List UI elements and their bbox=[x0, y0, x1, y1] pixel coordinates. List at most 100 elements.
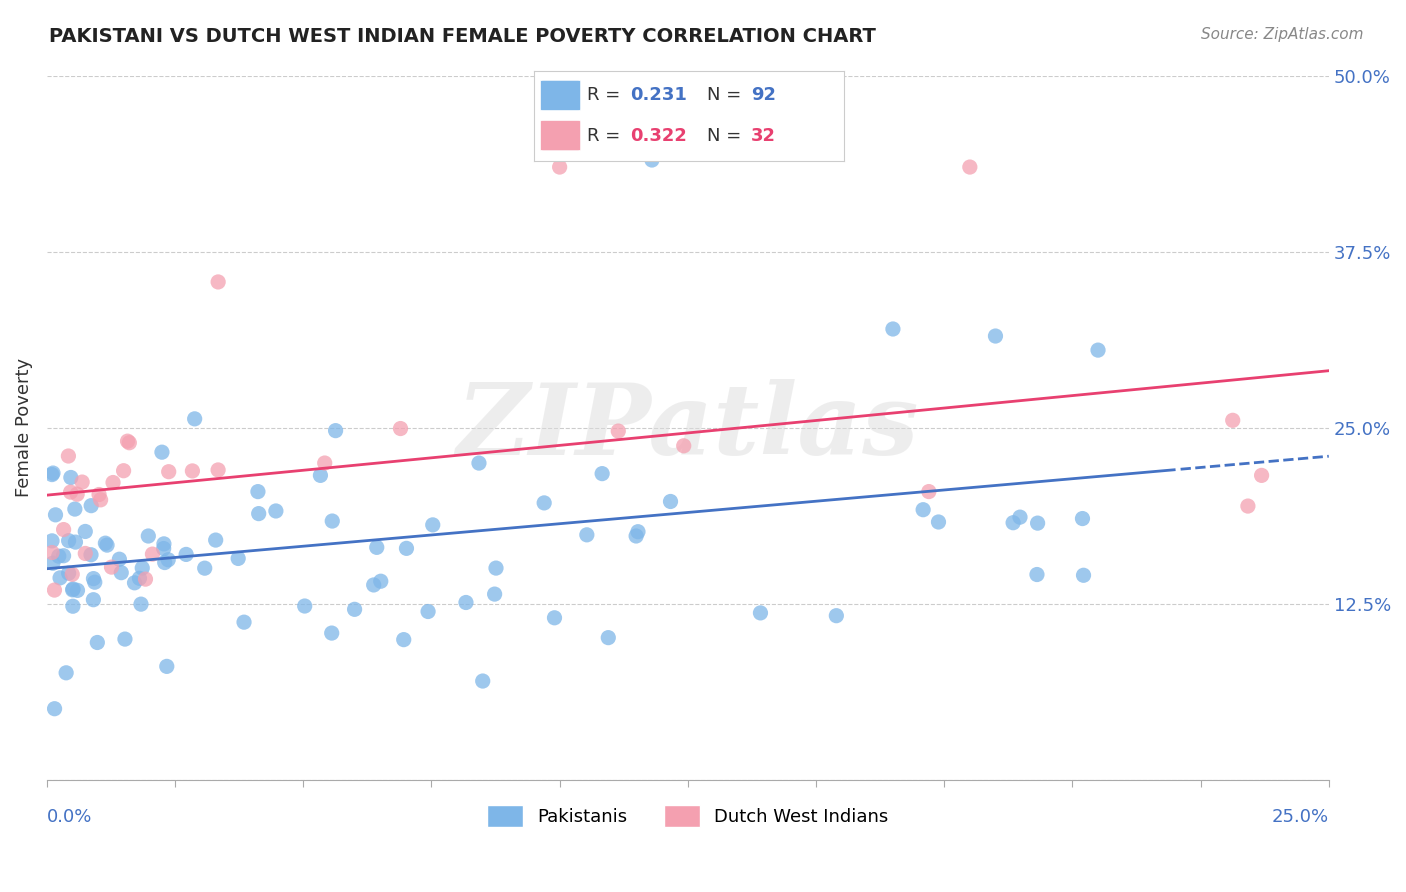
Point bbox=[181, 464, 204, 478]
Point bbox=[959, 160, 981, 174]
FancyBboxPatch shape bbox=[540, 120, 581, 151]
Point bbox=[108, 552, 131, 566]
Point bbox=[1222, 413, 1244, 427]
Point bbox=[117, 434, 139, 449]
Text: R =: R = bbox=[586, 87, 626, 104]
Point bbox=[321, 514, 343, 528]
Point bbox=[321, 626, 343, 640]
Point bbox=[454, 595, 477, 609]
Point bbox=[42, 556, 65, 570]
Point bbox=[75, 524, 97, 539]
Point bbox=[607, 424, 630, 438]
Point bbox=[110, 566, 132, 580]
Point bbox=[484, 587, 506, 601]
Point bbox=[471, 673, 494, 688]
Point bbox=[598, 631, 620, 645]
Text: ZIPatlas: ZIPatlas bbox=[457, 379, 920, 475]
Text: N =: N = bbox=[707, 127, 748, 145]
Point bbox=[485, 561, 508, 575]
Point bbox=[128, 571, 150, 585]
Point bbox=[101, 475, 124, 490]
Point bbox=[157, 553, 180, 567]
Point bbox=[247, 507, 270, 521]
Point bbox=[41, 533, 63, 548]
Point bbox=[82, 572, 104, 586]
Point bbox=[59, 485, 82, 500]
Point bbox=[533, 496, 555, 510]
Point bbox=[44, 583, 66, 598]
Point bbox=[58, 566, 80, 581]
Point bbox=[150, 445, 173, 459]
Point bbox=[575, 528, 598, 542]
Point bbox=[80, 499, 103, 513]
Point bbox=[48, 549, 70, 563]
Point bbox=[1073, 568, 1095, 582]
Point bbox=[1071, 511, 1094, 525]
Point bbox=[207, 275, 229, 289]
Point bbox=[41, 545, 63, 559]
Point bbox=[927, 515, 949, 529]
Point bbox=[86, 635, 108, 649]
Text: 0.231: 0.231 bbox=[630, 87, 688, 104]
Point bbox=[62, 582, 84, 596]
Point bbox=[1237, 499, 1260, 513]
Point bbox=[174, 548, 197, 562]
Point bbox=[543, 611, 565, 625]
Text: R =: R = bbox=[586, 127, 626, 145]
Point bbox=[100, 560, 122, 574]
Y-axis label: Female Poverty: Female Poverty bbox=[15, 358, 32, 497]
Point bbox=[44, 702, 66, 716]
Point bbox=[343, 602, 366, 616]
Point bbox=[392, 632, 415, 647]
Point bbox=[1002, 516, 1025, 530]
Point bbox=[366, 541, 388, 555]
Point bbox=[153, 537, 176, 551]
Text: 25.0%: 25.0% bbox=[1271, 808, 1329, 826]
Point bbox=[70, 475, 93, 489]
Point bbox=[136, 529, 159, 543]
Point bbox=[627, 524, 650, 539]
Point bbox=[294, 599, 316, 613]
Point bbox=[1008, 510, 1031, 524]
Point bbox=[152, 541, 174, 556]
Point bbox=[87, 487, 110, 501]
Point bbox=[44, 508, 66, 522]
Point bbox=[246, 484, 269, 499]
Point bbox=[309, 468, 332, 483]
Point bbox=[82, 592, 104, 607]
Point bbox=[60, 567, 83, 582]
Point bbox=[422, 517, 444, 532]
Point bbox=[66, 487, 89, 501]
Point bbox=[1026, 516, 1049, 530]
Text: 32: 32 bbox=[751, 127, 776, 145]
Point bbox=[112, 464, 135, 478]
Point bbox=[62, 582, 84, 597]
Point bbox=[659, 494, 682, 508]
Point bbox=[226, 551, 249, 566]
Point bbox=[882, 322, 904, 336]
FancyBboxPatch shape bbox=[540, 80, 581, 111]
Text: Source: ZipAtlas.com: Source: ZipAtlas.com bbox=[1201, 27, 1364, 42]
Point bbox=[416, 605, 439, 619]
Point bbox=[96, 538, 118, 552]
Point bbox=[825, 608, 848, 623]
Point bbox=[49, 571, 72, 585]
Point bbox=[131, 561, 153, 575]
Point bbox=[314, 456, 336, 470]
Point bbox=[63, 502, 86, 516]
Point bbox=[75, 546, 97, 560]
Point bbox=[672, 439, 695, 453]
Text: 92: 92 bbox=[751, 87, 776, 104]
Point bbox=[41, 467, 63, 482]
Point bbox=[264, 504, 287, 518]
Point bbox=[90, 492, 112, 507]
Point bbox=[80, 548, 103, 562]
Point bbox=[624, 529, 647, 543]
Point bbox=[395, 541, 418, 556]
Point bbox=[1250, 468, 1272, 483]
Legend: Pakistanis, Dutch West Indians: Pakistanis, Dutch West Indians bbox=[479, 797, 896, 834]
Point bbox=[124, 575, 146, 590]
Point bbox=[194, 561, 217, 575]
Text: 0.322: 0.322 bbox=[630, 127, 688, 145]
Point bbox=[918, 484, 941, 499]
